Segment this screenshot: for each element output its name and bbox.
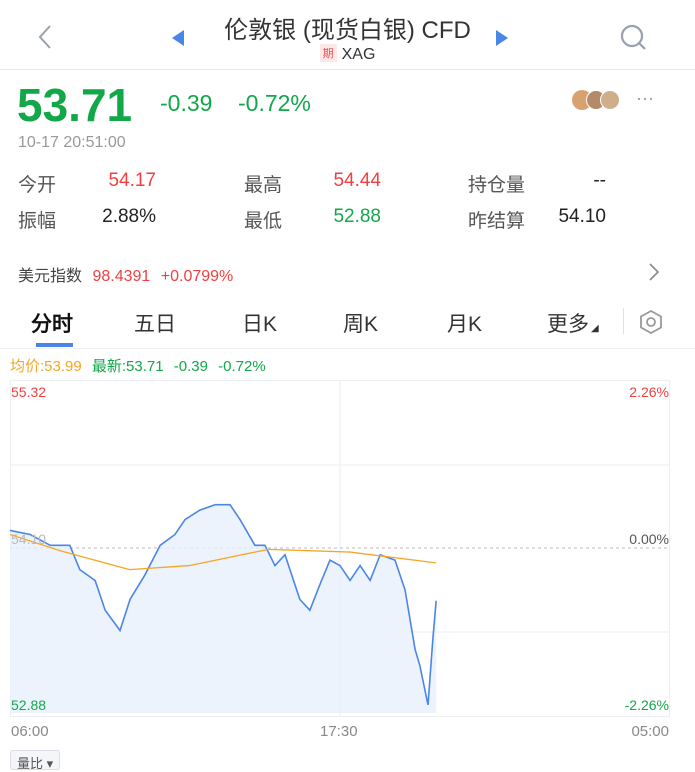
stat-label: 最高 xyxy=(244,175,283,196)
tab-5[interactable]: 更多 ◢ xyxy=(547,313,599,336)
divider xyxy=(623,308,624,334)
stat-label: 振幅 xyxy=(18,211,57,232)
quote-time: 10-17 20:51:00 xyxy=(18,134,126,151)
legend-latest: 最新:53.71 xyxy=(91,358,164,375)
y-label-mid: 54.10 xyxy=(11,531,47,547)
tab-2[interactable]: 日K xyxy=(242,308,277,338)
tab-label: 更多 xyxy=(547,313,589,336)
top-nav xyxy=(0,0,695,70)
tab-label: 分时 xyxy=(31,313,73,336)
prev-arrow-icon[interactable] xyxy=(172,30,184,46)
price-line xyxy=(10,503,437,706)
volume-ratio-button[interactable]: 量比 ▾ xyxy=(10,750,61,771)
stat-value: 2.88% xyxy=(102,206,156,227)
stat-label: 昨结算 xyxy=(468,211,526,232)
chart-legend: 均价:53.99 最新:53.71 -0.39 -0.72% xyxy=(10,355,266,376)
settings-icon[interactable] xyxy=(638,309,664,335)
next-arrow-icon[interactable] xyxy=(496,30,508,46)
back-icon[interactable] xyxy=(36,24,54,50)
x-tick-mid: 17:30 xyxy=(320,723,358,740)
tab-label: 月K xyxy=(447,313,483,336)
instrument-title: 伦敦银 (现货白银) CFD xyxy=(224,17,471,44)
y-label-max: 55.32 xyxy=(11,384,47,400)
symbol: XAG xyxy=(341,46,376,63)
index-change: +0.0799% xyxy=(160,268,234,285)
price-area xyxy=(10,504,437,713)
y-pct-mid: 0.00% xyxy=(629,531,669,547)
tab-4[interactable]: 月K xyxy=(447,308,482,338)
more-icon[interactable]: ··· xyxy=(636,88,654,108)
y-pct-min: -2.26% xyxy=(624,697,669,713)
chevron-right-icon[interactable] xyxy=(648,262,660,282)
tab-3[interactable]: 周K xyxy=(343,308,378,338)
search-icon[interactable] xyxy=(620,24,648,52)
futures-badge: 期 xyxy=(319,44,337,62)
legend-avg: 均价:53.99 xyxy=(10,358,82,375)
instrument-subtitle: 期 XAG xyxy=(0,44,695,64)
index-value: 98.4391 xyxy=(92,268,151,285)
x-tick-start: 06:00 xyxy=(11,723,49,740)
stat-value: -- xyxy=(593,170,606,191)
legend-pct: -0.72% xyxy=(218,358,266,375)
tab-1[interactable]: 五日 xyxy=(134,308,176,338)
x-tick-end: 05:00 xyxy=(631,723,669,740)
price-change-pct: -0.72% xyxy=(238,90,311,116)
intraday-chart[interactable] xyxy=(10,380,670,717)
stat-value: 54.10 xyxy=(558,206,606,227)
tab-0[interactable]: 分时 xyxy=(31,308,73,338)
tab-label: 日K xyxy=(242,313,278,336)
index-label: 美元指数 xyxy=(18,268,83,285)
stat-value: 54.17 xyxy=(108,170,156,191)
stat-label: 持仓量 xyxy=(468,175,526,196)
legend-change: -0.39 xyxy=(173,358,208,375)
divider xyxy=(0,348,695,349)
y-pct-max: 2.26% xyxy=(629,384,669,400)
tab-label: 周K xyxy=(343,313,379,336)
stat-value: 54.44 xyxy=(333,170,381,191)
stat-value: 52.88 xyxy=(333,206,381,227)
last-price: 53.71 xyxy=(17,79,133,131)
tab-label: 五日 xyxy=(134,313,176,336)
stat-label: 最低 xyxy=(244,211,283,232)
dollar-index-row[interactable]: 美元指数 98.4391 +0.0799% xyxy=(18,262,233,286)
avg-price-line xyxy=(10,533,437,571)
price-change: -0.39 xyxy=(160,90,213,116)
volume-ratio-label: 量比 xyxy=(17,756,44,771)
y-label-min: 52.88 xyxy=(11,697,47,713)
active-tab-indicator xyxy=(36,343,73,347)
stat-label: 今开 xyxy=(18,175,57,196)
